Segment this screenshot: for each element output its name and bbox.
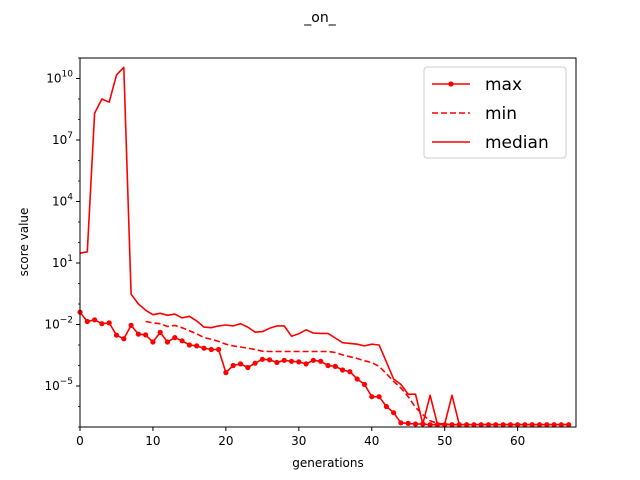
- x-tick-label: 20: [218, 434, 233, 448]
- data-point-max: [361, 381, 368, 387]
- data-point-max: [230, 362, 236, 369]
- legend-label: max: [485, 75, 522, 95]
- data-point-max: [427, 422, 433, 428]
- x-tick-label: 40: [364, 434, 379, 448]
- data-point-max: [179, 338, 185, 344]
- series-median: [79, 66, 569, 426]
- data-point-max: [391, 410, 397, 416]
- data-point-max: [128, 322, 134, 328]
- legend-item-median: median: [432, 133, 549, 153]
- data-point-max: [92, 317, 98, 323]
- data-point-max: [318, 358, 324, 364]
- data-point-max: [267, 357, 273, 363]
- x-tick-label: 30: [291, 434, 306, 448]
- data-point-max: [303, 361, 309, 367]
- data-point-max: [369, 394, 375, 400]
- data-point-max: [121, 336, 127, 342]
- x-tick-label: 10: [145, 434, 160, 448]
- data-point-max: [405, 420, 411, 426]
- series-line-min: [145, 320, 569, 426]
- data-point-max: [157, 329, 163, 335]
- data-point-max: [237, 361, 244, 367]
- data-point-max: [135, 331, 141, 337]
- series-line-median: [79, 66, 569, 426]
- legend-label: min: [485, 104, 517, 124]
- data-point-max: [223, 370, 229, 376]
- data-point-max: [150, 339, 156, 345]
- data-point-max: [347, 369, 353, 375]
- y-tick-label: 104: [52, 193, 73, 209]
- data-point-max: [172, 335, 178, 341]
- data-point-max: [201, 345, 207, 351]
- data-point-max: [354, 376, 360, 382]
- data-point-max: [113, 332, 120, 338]
- data-point-max: [84, 318, 90, 325]
- y-tick-label: 101: [52, 254, 73, 270]
- data-point-max: [259, 356, 265, 362]
- data-point-max: [376, 394, 382, 400]
- x-axis-title: generations: [292, 456, 364, 470]
- data-point-max: [274, 359, 280, 366]
- data-point-max: [296, 359, 302, 365]
- legend-label: median: [485, 133, 549, 153]
- data-point-max: [412, 421, 419, 427]
- data-point-max: [143, 332, 149, 338]
- data-point-max: [383, 403, 389, 410]
- data-point-max: [252, 360, 258, 366]
- chart-title: _on_: [303, 10, 336, 26]
- legend-marker: [448, 81, 454, 87]
- data-point-max: [99, 321, 105, 327]
- legend-item-min: min: [432, 104, 517, 124]
- data-point-max: [208, 346, 214, 353]
- data-point-max: [398, 420, 404, 426]
- data-point-max: [186, 342, 192, 348]
- data-point-max: [164, 339, 171, 345]
- x-axis: 0 10 20 30 40 50 60: [76, 427, 525, 448]
- data-point-max: [310, 357, 316, 363]
- legend: max min median: [423, 66, 567, 159]
- data-point-max: [332, 363, 338, 369]
- y-tick-label: 10−5: [44, 377, 73, 393]
- data-point-max: [281, 357, 287, 363]
- data-point-max: [216, 346, 222, 353]
- data-point-max: [340, 367, 346, 373]
- data-point-max: [566, 422, 572, 428]
- y-tick-label: 10−2: [44, 316, 73, 332]
- y-axis-title: score value: [17, 208, 31, 277]
- x-tick-label: 60: [510, 434, 525, 448]
- x-tick-label: 50: [437, 434, 452, 448]
- legend-box: [423, 66, 567, 159]
- data-point-max: [194, 343, 200, 349]
- data-point-max: [106, 320, 112, 326]
- data-point-max: [325, 362, 331, 369]
- series-min: [145, 320, 569, 426]
- legend-item-max: max: [432, 75, 522, 95]
- x-tick-label: 0: [76, 434, 84, 448]
- y-tick-label: 107: [52, 131, 73, 147]
- y-tick-label: 1010: [46, 70, 73, 86]
- data-point-max: [288, 358, 295, 364]
- series-layer: [77, 66, 572, 428]
- data-point-max: [245, 364, 251, 371]
- y-axis: 10−5 10−2 101 104 107 1010: [44, 57, 80, 428]
